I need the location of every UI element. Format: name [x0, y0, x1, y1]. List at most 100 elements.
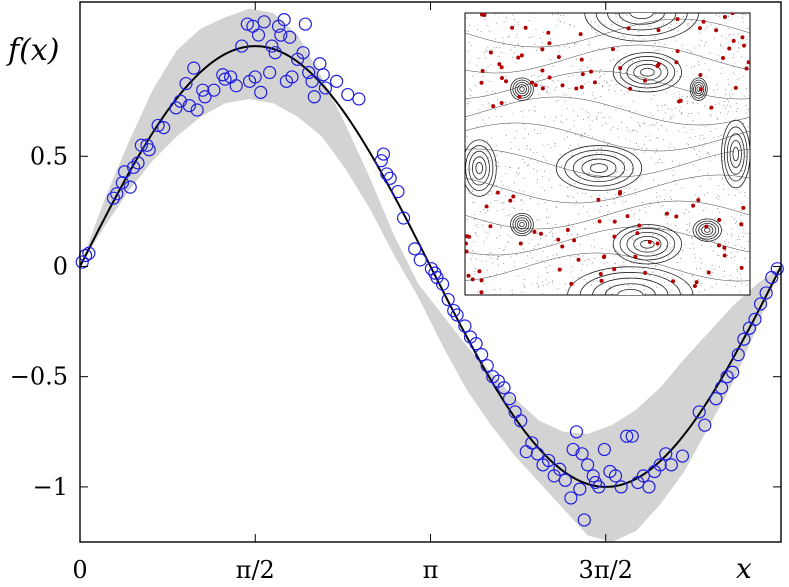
sea-dot: [571, 155, 573, 157]
sea-dot: [685, 131, 687, 133]
scatter-point: [714, 381, 729, 395]
sea-dot: [733, 66, 735, 68]
orbit-marker: [675, 17, 680, 22]
sea-dot: [527, 133, 529, 135]
sea-dot: [478, 290, 480, 292]
sea-dot: [731, 89, 733, 91]
sea-dot: [732, 93, 734, 95]
flow-line: [465, 148, 750, 178]
scatter-point: [586, 469, 600, 483]
sea-dot: [723, 222, 725, 224]
sea-dot: [580, 68, 582, 70]
sea-dot: [738, 40, 740, 42]
sea-dot: [465, 17, 467, 19]
sea-dot: [601, 148, 603, 150]
orbit-marker: [704, 224, 709, 229]
sea-dot: [543, 250, 545, 252]
sea-dot: [559, 154, 561, 156]
island-orbit: [723, 126, 748, 182]
sea-dot: [608, 141, 610, 143]
sea-dot: [495, 13, 497, 15]
island-orbit: [640, 67, 655, 77]
sea-dot: [657, 161, 659, 163]
sea-dot: [497, 258, 499, 260]
scatter-point: [190, 103, 204, 117]
sea-dot: [521, 291, 523, 293]
orbit-marker: [674, 214, 679, 219]
sea-dot: [652, 115, 653, 116]
sea-dot: [484, 123, 486, 125]
sea-dot: [572, 277, 574, 279]
sea-dot: [635, 276, 637, 278]
sea-dot: [565, 283, 567, 285]
sea-dot: [589, 124, 591, 126]
sea-dot: [735, 285, 737, 287]
scatter-point: [169, 101, 183, 115]
sea-dot: [724, 243, 726, 245]
sea-dot: [477, 227, 479, 229]
scatter-point: [447, 303, 461, 318]
sea-dot: [517, 43, 519, 45]
sea-dot: [548, 281, 550, 283]
orbit-marker: [716, 243, 721, 248]
sea-dot: [584, 229, 586, 230]
sea-dot: [591, 245, 593, 247]
sea-dot: [518, 189, 520, 191]
sea-dot: [641, 147, 643, 149]
sea-dot: [631, 130, 633, 132]
sea-dot: [656, 196, 657, 198]
sea-dot: [696, 268, 698, 270]
sea-dot: [469, 100, 471, 102]
sea-dot: [506, 17, 508, 19]
sea-dot: [510, 147, 512, 149]
orbit-marker: [727, 46, 732, 51]
sea-dot: [534, 245, 536, 247]
orbit-marker: [589, 69, 594, 74]
sea-dot: [588, 45, 590, 47]
scatter-point: [709, 392, 723, 406]
island-orbit: [689, 77, 708, 101]
sea-dot: [630, 117, 632, 119]
sea-dot: [741, 13, 743, 15]
orbit-marker: [479, 290, 484, 295]
sea-dot: [716, 59, 718, 61]
sea-dot: [689, 225, 691, 226]
sea-dot: [564, 45, 566, 47]
sea-dot: [531, 231, 533, 233]
sea-dot: [615, 109, 617, 111]
sea-dot: [548, 216, 550, 218]
orbit-marker: [617, 191, 622, 196]
sea-dot: [518, 168, 520, 169]
sea-dot: [687, 235, 689, 237]
sea-dot: [609, 249, 611, 251]
sea-dot: [554, 145, 556, 147]
orbit-marker: [491, 104, 496, 109]
sea-dot: [636, 143, 638, 144]
sea-dot: [711, 286, 713, 288]
orbit-marker: [610, 47, 615, 52]
sea-dot: [488, 252, 490, 254]
sea-dot: [575, 256, 577, 258]
sea-dot: [720, 112, 722, 114]
sea-dot: [669, 143, 671, 145]
sea-dot: [650, 25, 652, 27]
sea-dot: [729, 93, 730, 95]
sea-dot: [503, 21, 505, 23]
sea-dot: [538, 276, 540, 278]
sea-dot: [588, 134, 590, 136]
sea-dot: [588, 155, 590, 157]
sea-dot: [536, 170, 538, 172]
sea-dot: [726, 255, 728, 257]
island-orbit: [579, 272, 681, 295]
sea-dot: [670, 116, 672, 118]
sea-dot: [716, 197, 718, 199]
sea-dot: [557, 18, 559, 20]
sea-dot: [656, 137, 658, 139]
orbit-marker: [500, 75, 505, 80]
sea-dot: [517, 21, 519, 23]
sea-dot: [727, 111, 729, 113]
sea-dot: [678, 130, 680, 132]
sea-dot: [628, 63, 630, 65]
sea-dot: [593, 239, 595, 241]
sea-dot: [582, 119, 584, 121]
